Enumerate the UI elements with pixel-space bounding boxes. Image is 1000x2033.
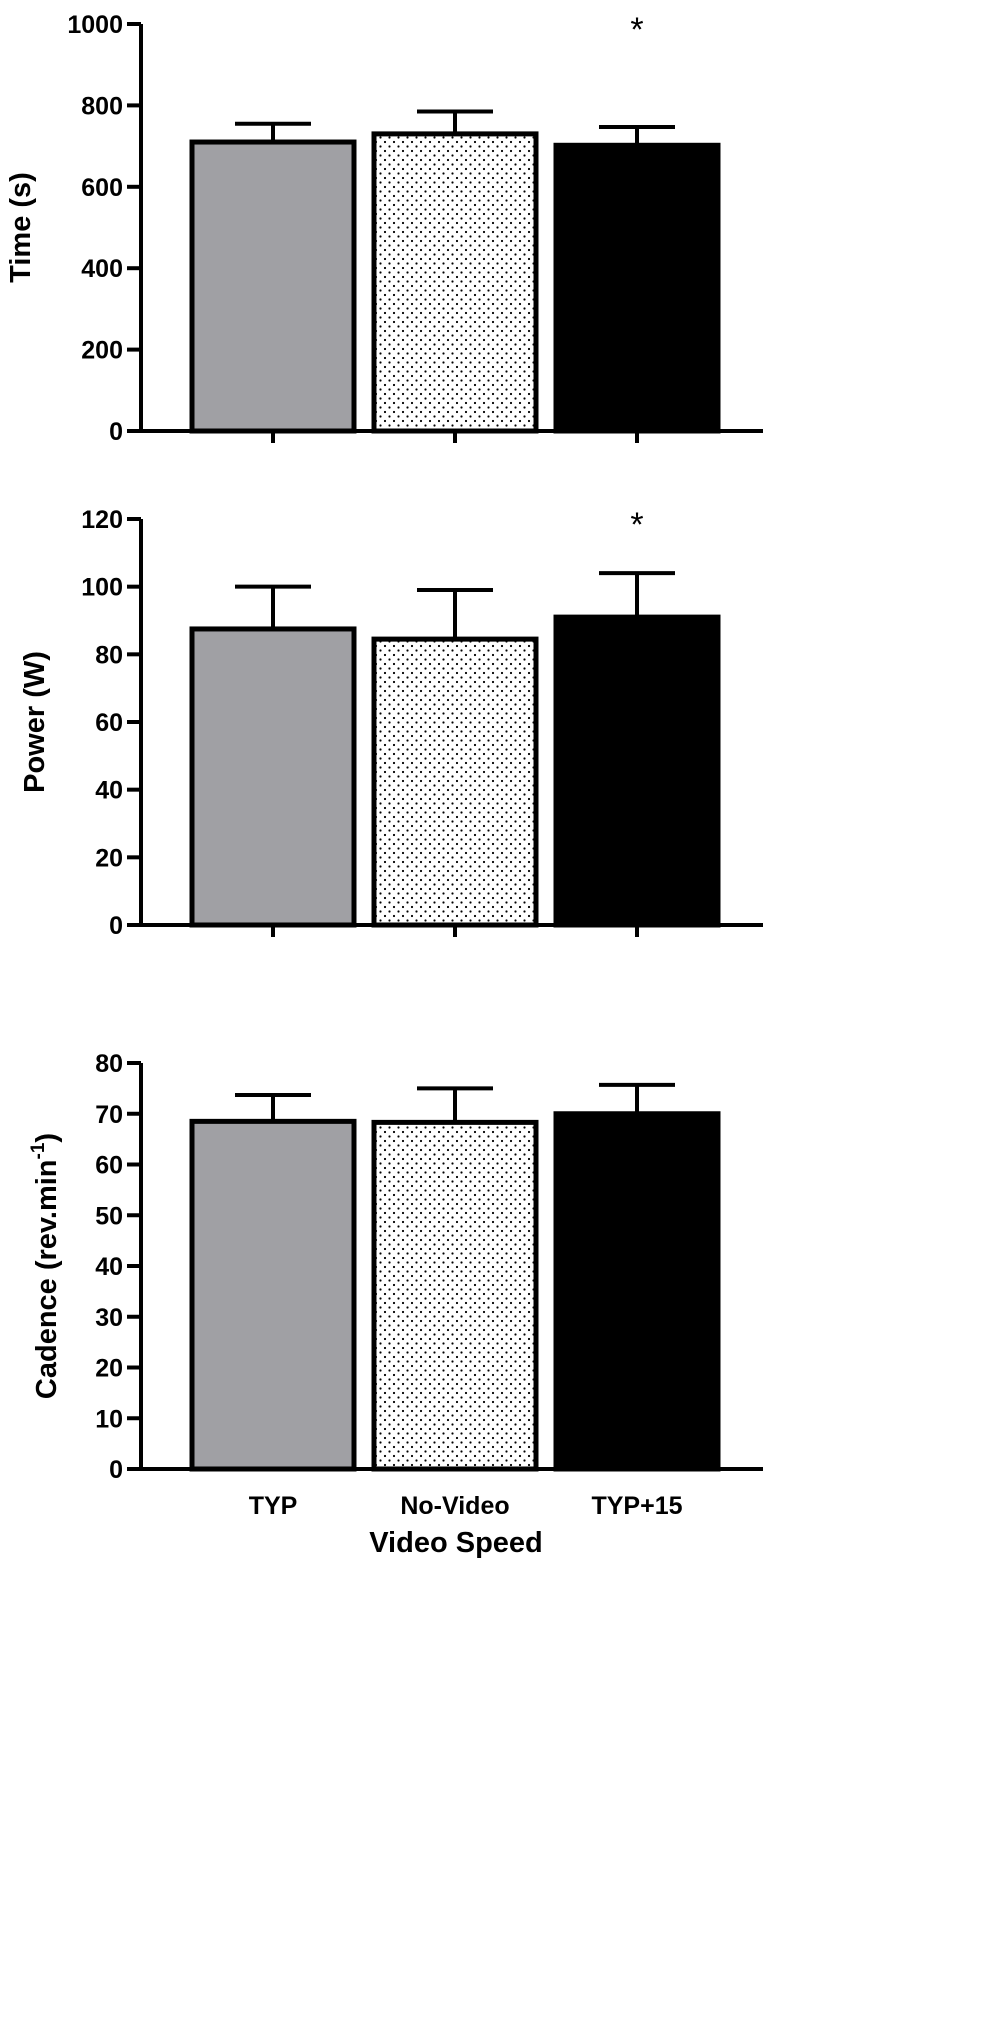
y-tick-label: 400 [81, 255, 123, 283]
y-tick-label: 100 [81, 574, 123, 602]
y-tick-label: 0 [109, 1456, 123, 1484]
x-tick-label: TYP [249, 1492, 298, 1520]
y-tick-label: 80 [95, 641, 123, 669]
y-tick-label: 20 [95, 844, 123, 872]
x-tick-label: TYP+15 [591, 1492, 682, 1520]
bar-typ-15 [553, 142, 721, 434]
y-tick-label: 120 [81, 506, 123, 534]
panel-2: 0 20 40 60 80 100 120 Power (W) * [19, 506, 763, 940]
x-axis-title: Video Speed [369, 1527, 543, 1559]
panel-1: 0 200 400 600 800 1000 Time (s) * [5, 11, 763, 446]
y-axis-title: Cadence (rev.min-1) [28, 1133, 63, 1399]
y-tick-label: 600 [81, 174, 123, 202]
y-axis-title: Power (W) [19, 651, 51, 793]
bar-typ-15 [553, 614, 721, 928]
y-tick-label: 50 [95, 1202, 123, 1230]
y-tick-label: 40 [95, 777, 123, 805]
bar-typ [189, 1118, 357, 1472]
y-tick-label: 0 [109, 418, 123, 446]
y-tick-label: 40 [95, 1253, 123, 1281]
y-tick-label: 60 [95, 1152, 123, 1180]
bar-typ [189, 626, 357, 928]
y-tick-label: 1000 [67, 11, 123, 39]
y-tick-label: 10 [95, 1405, 123, 1433]
bar-typ [189, 139, 357, 434]
y-tick-label: 200 [81, 337, 123, 365]
y-tick-label: 70 [95, 1101, 123, 1129]
y-tick-label: 60 [95, 709, 123, 737]
x-tick-label: No-Video [400, 1492, 509, 1520]
y-tick-label: 0 [109, 912, 123, 940]
bar-no-video [371, 131, 539, 434]
y-tick-label: 20 [95, 1355, 123, 1383]
bar-typ-15 [553, 1111, 721, 1472]
bar-no-video [371, 1119, 539, 1472]
bar-no-video [371, 636, 539, 928]
y-tick-label: 80 [95, 1050, 123, 1078]
significance-mark: * [630, 11, 643, 49]
y-tick-label: 30 [95, 1304, 123, 1332]
y-axis-title: Time (s) [5, 172, 37, 283]
significance-mark: * [630, 506, 643, 544]
panel-3: 0 10 20 30 40 50 60 70 80 Cadence (rev.min-1) TYP N… [28, 1050, 763, 1559]
y-tick-label: 800 [81, 92, 123, 120]
